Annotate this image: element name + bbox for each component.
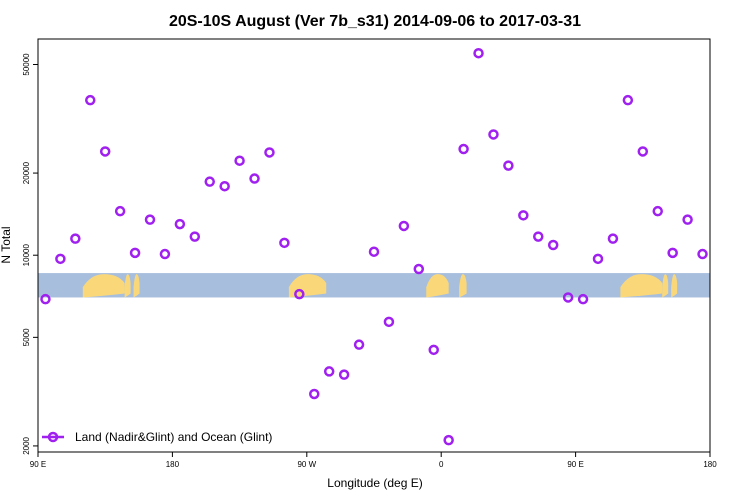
data-point: [607, 233, 619, 244]
x-tick-label: 0: [439, 460, 444, 469]
land-segment: [133, 274, 140, 298]
data-points: [40, 47, 708, 446]
data-point: [383, 316, 395, 328]
data-point: [637, 146, 649, 157]
data-point: [159, 248, 171, 260]
y-tick-label: 2000: [22, 436, 31, 454]
y-tick-label: 20000: [22, 161, 31, 184]
data-point: [592, 253, 604, 265]
data-point: [338, 369, 350, 380]
data-point: [697, 248, 708, 260]
land-segment: [662, 274, 669, 298]
data-point: [279, 237, 290, 249]
x-tick-label: 90 E: [567, 460, 583, 469]
x-tick-label: 180: [166, 460, 180, 469]
y-axis: 2000 5000 10000 20000 50000: [22, 53, 38, 455]
data-point: [189, 231, 201, 242]
data-point: [547, 239, 559, 251]
land-segment: [82, 274, 125, 298]
land-segment: [671, 274, 678, 298]
data-point: [204, 176, 215, 187]
x-tick-label: 180: [703, 460, 717, 469]
x-axis-label: Longitude (deg E): [327, 476, 422, 490]
data-point: [398, 220, 410, 232]
data-point: [428, 344, 439, 356]
data-point: [682, 214, 693, 225]
x-axis: 90 E 180 90 W 0 90 E 180: [30, 452, 717, 469]
data-point: [264, 147, 275, 158]
chart-title: 20S-10S August (Ver 7b_s31) 2014-09-06 t…: [169, 13, 581, 30]
x-tick-label: 90 E: [30, 460, 46, 469]
data-point: [443, 434, 454, 446]
data-point: [174, 218, 186, 230]
map-band: [38, 273, 710, 298]
data-point: [40, 293, 51, 305]
data-point: [622, 94, 634, 106]
land-segment: [459, 274, 467, 298]
data-point: [473, 47, 484, 59]
data-point: [85, 94, 96, 106]
data-point: [562, 292, 574, 303]
data-point: [309, 388, 320, 400]
data-point: [458, 143, 469, 155]
land-segment: [124, 274, 131, 298]
land-segment: [620, 274, 663, 298]
data-point: [353, 339, 365, 350]
data-point: [294, 288, 305, 300]
data-point: [219, 180, 230, 192]
data-point: [249, 173, 260, 184]
ocean-band: [38, 273, 710, 298]
y-axis-label: N Total: [0, 226, 13, 263]
land-segment: [288, 274, 327, 298]
legend-label: Land (Nadir&Glint) and Ocean (Glint): [75, 430, 272, 444]
data-point: [323, 366, 335, 377]
x-tick-label: 90 W: [297, 460, 316, 469]
data-point: [234, 155, 245, 166]
data-point: [55, 253, 66, 265]
data-point: [413, 263, 425, 275]
plot-frame: [37, 38, 711, 453]
y-tick-label: 5000: [22, 328, 31, 346]
data-point: [488, 129, 499, 140]
data-point: [652, 205, 663, 217]
y-tick-label: 10000: [22, 244, 31, 267]
data-point: [114, 205, 126, 217]
data-point: [144, 214, 156, 225]
land-segment: [426, 274, 449, 298]
data-point: [368, 246, 380, 257]
data-point: [129, 247, 141, 259]
data-point: [577, 293, 589, 305]
data-point: [70, 233, 81, 244]
data-point: [503, 160, 514, 171]
data-point: [533, 231, 544, 242]
data-point: [667, 247, 678, 259]
data-point: [99, 146, 111, 157]
legend: Land (Nadir&Glint) and Ocean (Glint): [42, 430, 272, 444]
legend-marker: [47, 431, 59, 443]
data-point: [518, 210, 529, 221]
y-tick-label: 50000: [22, 53, 31, 76]
